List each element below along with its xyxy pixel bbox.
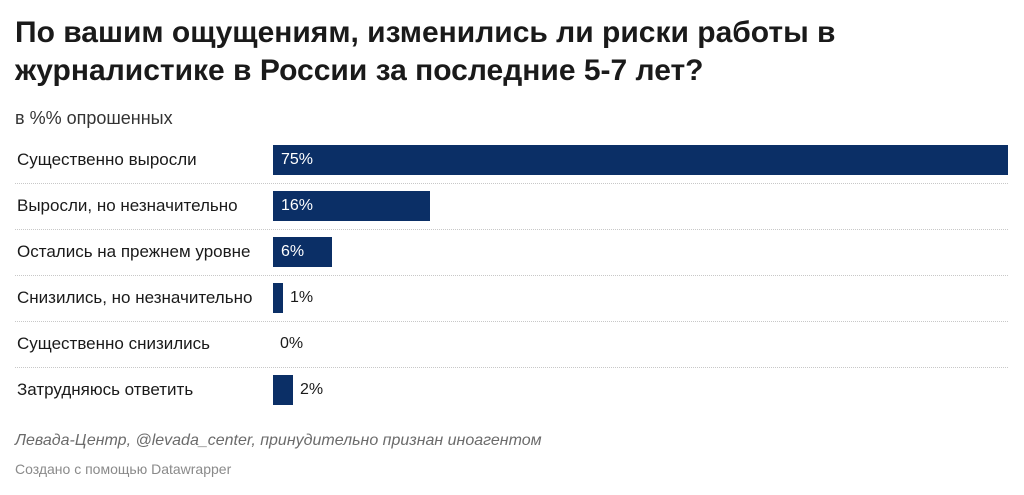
- bar-row: Остались на прежнем уровне 6%: [15, 229, 1008, 275]
- row-separator: [15, 229, 1008, 230]
- row-separator: [15, 321, 1008, 322]
- bar: [273, 283, 283, 313]
- source-note: Левада-Центр, @levada_center, принудител…: [15, 432, 542, 449]
- value-label: 0%: [280, 335, 304, 352]
- row-separator: [15, 183, 1008, 184]
- value-label: 1%: [290, 289, 314, 306]
- bar: [273, 237, 332, 267]
- bar-row: Затрудняюсь ответить 2%: [15, 367, 1008, 413]
- bar-chart: Существенно выросли 75% Выросли, но незнач…: [15, 137, 1008, 413]
- bar-row: Существенно снизились 0%: [15, 321, 1008, 367]
- value-label: 2%: [300, 381, 324, 398]
- category-label: Затрудняюсь ответить: [17, 380, 194, 399]
- value-label: 6%: [281, 243, 305, 260]
- bar: [273, 375, 293, 405]
- bar-row: Снизились, но незначительно 1%: [15, 275, 1008, 321]
- bar-row: Существенно выросли 75%: [15, 137, 1008, 183]
- bar: [273, 191, 430, 221]
- value-label: 16%: [281, 197, 314, 214]
- category-label: Существенно снизились: [17, 334, 211, 353]
- category-label: Выросли, но незначительно: [17, 196, 238, 215]
- value-label: 75%: [281, 151, 314, 168]
- category-label: Остались на прежнем уровне: [17, 242, 251, 261]
- row-separator: [15, 367, 1008, 368]
- row-separator: [15, 275, 1008, 276]
- chart-title: По вашим ощущениям, изменились ли риски …: [15, 16, 836, 87]
- category-label: Снизились, но незначительно: [17, 288, 253, 307]
- chart-subtitle: в %% опрошенных: [15, 108, 173, 128]
- credit-note: Создано с помощью Datawrapper: [15, 461, 232, 477]
- bar: [273, 145, 1008, 175]
- category-label: Существенно выросли: [17, 150, 197, 169]
- bar-row: Выросли, но незначительно 16%: [15, 183, 1008, 229]
